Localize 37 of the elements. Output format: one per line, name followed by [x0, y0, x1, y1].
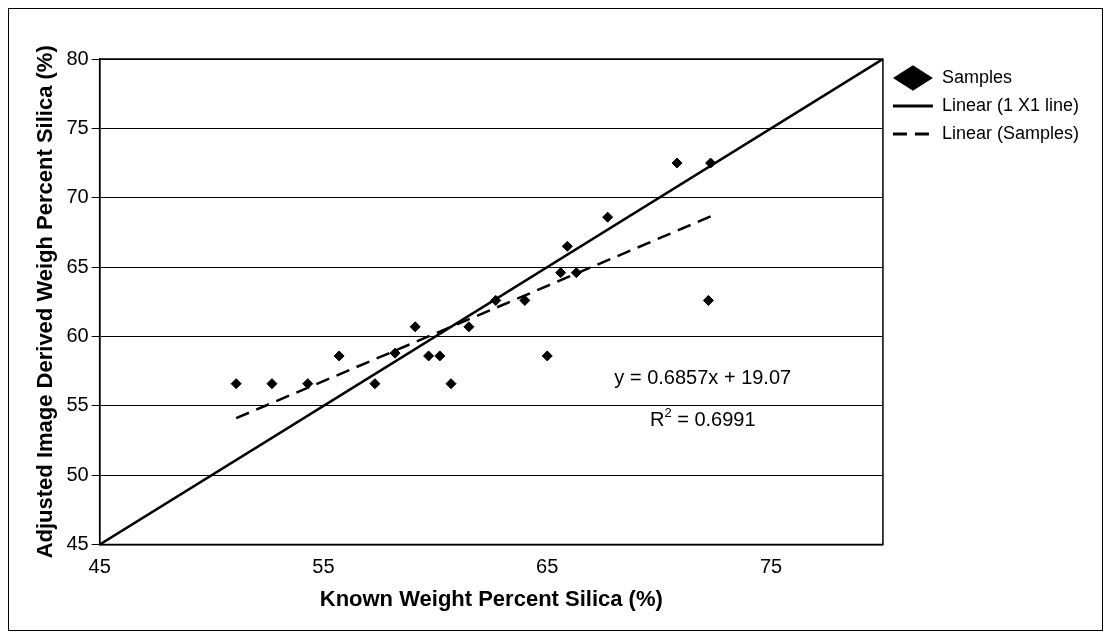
point [423, 350, 435, 362]
point [463, 321, 475, 333]
point [541, 350, 553, 362]
y-tick-label: 50 [66, 462, 89, 485]
point [389, 347, 401, 359]
x-tick-label: 75 [759, 555, 783, 578]
legend-label: Samples [941, 66, 1012, 87]
x-tick-label: 45 [88, 555, 111, 578]
point [570, 267, 582, 279]
annotation: y = 0.6857x + 19.07 [614, 366, 792, 389]
point [445, 378, 457, 390]
point [602, 211, 614, 223]
point [266, 378, 278, 390]
point [369, 378, 381, 390]
point [561, 240, 573, 252]
point [302, 378, 314, 390]
y-tick-label: 65 [66, 254, 89, 277]
point [555, 267, 567, 279]
point [490, 294, 502, 306]
y-tick-label: 75 [66, 115, 89, 138]
y-axis-title: Adjusted Image Derived Weigh Percent Silica (%) [32, 45, 58, 559]
y-tick-label: 60 [66, 324, 89, 346]
y-tick-label: 70 [66, 185, 89, 208]
legend-label: Linear (1 X1 line) [941, 94, 1079, 115]
point [230, 378, 242, 390]
y-tick-label: 55 [66, 393, 89, 416]
legend-label: Linear (Samples) [941, 122, 1079, 143]
point [434, 350, 446, 362]
y-tick-label: 80 [66, 46, 89, 69]
point [333, 350, 345, 362]
point [671, 157, 683, 169]
point [702, 294, 714, 306]
x-tick-label: 65 [536, 555, 559, 578]
x-tick-label: 55 [312, 555, 335, 578]
point [409, 321, 421, 333]
x-axis-title: Known Weight Percent Silica (%) [319, 585, 663, 611]
y-tick-label: 45 [66, 532, 89, 555]
